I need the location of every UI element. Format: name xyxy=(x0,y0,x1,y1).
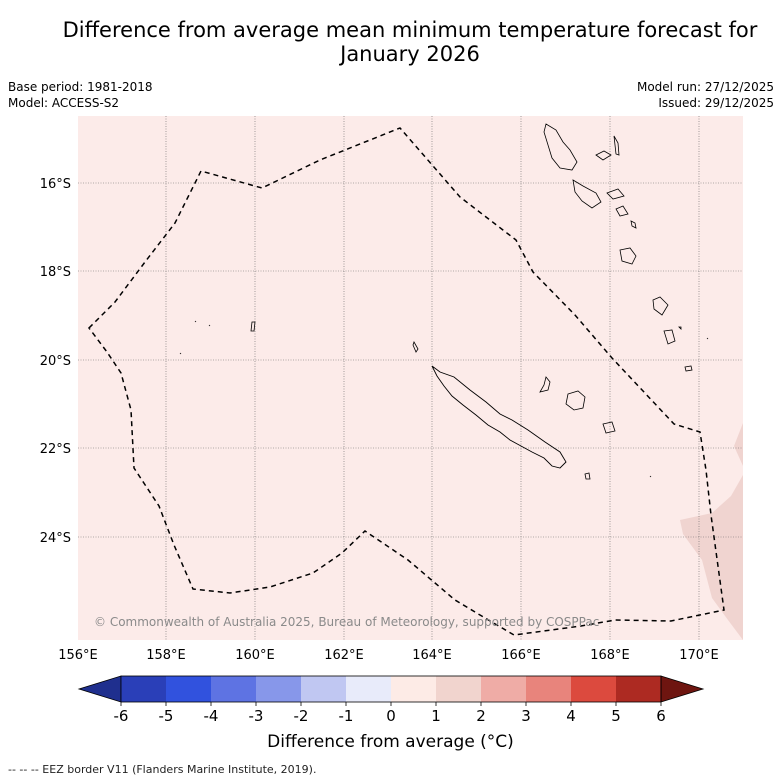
colorbar-tick-labels: -6 -5 -4 -3 -2 -1 0 1 2 3 4 5 6 xyxy=(114,702,666,725)
base-period: Base period: 1981-2018 xyxy=(8,80,153,94)
colorbar-extend-min xyxy=(77,675,122,703)
colorbar-label: 2 xyxy=(476,707,486,725)
isle-of-pines xyxy=(584,472,591,480)
malo-island xyxy=(595,150,612,161)
model-run: Model run: 27/12/2025 xyxy=(636,80,774,94)
lat-tick-label: 18°S xyxy=(40,265,71,280)
malekula-island xyxy=(572,179,602,209)
lon-tick-label: 170°E xyxy=(679,648,719,663)
futuna-islet xyxy=(706,337,709,340)
colorbar-label: -2 xyxy=(294,707,309,725)
colorbar-extend-max xyxy=(660,675,705,703)
colorbar-bin xyxy=(436,676,481,702)
colorbar-bin xyxy=(571,676,616,702)
chart-title: Difference from average mean minimum tem… xyxy=(40,18,780,66)
eez-border xyxy=(88,127,725,636)
longitude-labels: 156°E 158°E 160°E 162°E 164°E 166°E 168°E 170°E xyxy=(58,648,719,663)
new-caledonia-grande-terre xyxy=(431,365,567,469)
model-name: Model: ACCESS-S2 xyxy=(8,96,120,110)
graticule xyxy=(78,116,743,640)
title-line-1: Difference from average mean minimum tem… xyxy=(62,18,758,42)
aneityum-island xyxy=(684,365,693,372)
epi-island xyxy=(615,205,629,217)
colorbar-bin xyxy=(391,676,436,702)
lon-tick-label: 168°E xyxy=(590,648,630,663)
colorbar-label: -3 xyxy=(249,707,264,725)
ambrym-island xyxy=(606,188,625,200)
meta-right: Model run: 27/12/2025 Issued: 29/12/2025 xyxy=(637,79,774,111)
lon-tick-label: 162°E xyxy=(324,648,364,663)
colorbar-label: 6 xyxy=(656,707,666,725)
map-background xyxy=(78,116,743,640)
lat-tick-label: 22°S xyxy=(40,442,71,457)
colorbar-label: -1 xyxy=(339,707,354,725)
maewo-island xyxy=(613,135,620,156)
colorbar-bin xyxy=(346,676,391,702)
erromango-island xyxy=(652,296,669,316)
colorbar-label: -5 xyxy=(159,707,174,725)
latitude-labels: 16°S 18°S 20°S 22°S 24°S xyxy=(40,177,71,546)
lon-tick-label: 156°E xyxy=(58,648,98,663)
colorbar-bin xyxy=(211,676,256,702)
shepherd-islands xyxy=(630,220,637,229)
colorbar-label: 1 xyxy=(431,707,441,725)
colorbar-bin xyxy=(616,676,661,702)
lat-tick-label: 24°S xyxy=(40,531,71,546)
colorbar-label: 5 xyxy=(611,707,621,725)
colorbar-title: Difference from average (°C) xyxy=(267,732,514,752)
lat-tick-label: 16°S xyxy=(40,177,71,192)
colorbar-bin xyxy=(301,676,346,702)
tanna-island xyxy=(663,329,676,345)
lon-tick-label: 166°E xyxy=(501,648,541,663)
lon-tick-label: 160°E xyxy=(235,648,275,663)
aniwa-islet xyxy=(678,326,682,330)
colorbar-bin xyxy=(526,676,571,702)
colorbar-label: -6 xyxy=(114,707,129,725)
reef-islet-3 xyxy=(179,352,182,355)
copyright-notice: © Commonwealth of Australia 2025, Bureau… xyxy=(94,615,599,629)
lon-tick-label: 164°E xyxy=(412,648,452,663)
title-line-2: January 2026 xyxy=(340,42,480,66)
chesterfield-islet xyxy=(250,321,256,332)
colorbar-bin xyxy=(121,676,166,702)
meta-left: Base period: 1981-2018 Model: ACCESS-S2 xyxy=(8,79,153,111)
colorbar-bin xyxy=(166,676,211,702)
lat-tick-label: 20°S xyxy=(40,354,71,369)
mare-island xyxy=(602,421,616,434)
reef-islet-1 xyxy=(194,320,197,323)
colorbar-label: 4 xyxy=(566,707,576,725)
efate-island xyxy=(619,247,637,265)
eez-footnote: -- -- -- EEZ border V11 (Flanders Marine… xyxy=(8,763,317,776)
issued-date: Issued: 29/12/2025 xyxy=(658,96,774,110)
ouvea-island xyxy=(539,376,551,393)
espiritu-santo xyxy=(543,123,578,171)
warm-anomaly-region xyxy=(680,423,743,640)
lon-tick-label: 158°E xyxy=(146,648,186,663)
reef-islet-2 xyxy=(208,324,211,327)
colorbar-bin xyxy=(481,676,526,702)
colorbar-label: -4 xyxy=(204,707,219,725)
walpole-islet xyxy=(649,475,652,478)
colorbar-label: 3 xyxy=(521,707,531,725)
colorbar-label: 0 xyxy=(386,707,396,725)
belep-islets xyxy=(412,341,419,353)
colorbar xyxy=(77,675,705,703)
lifou-island xyxy=(565,390,586,411)
colorbar-bin xyxy=(256,676,301,702)
